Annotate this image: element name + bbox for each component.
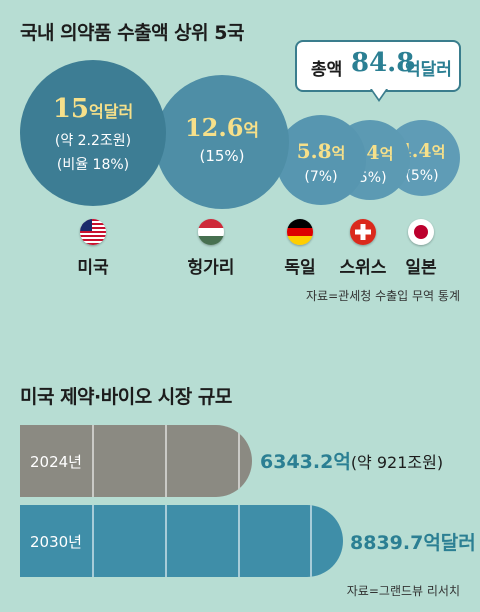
bubble-germany-share: (7%) [304,169,338,185]
country-label-switzerland: 스위스 [339,258,387,278]
country-label-hungary: 헝가리 [187,258,235,278]
country-label-japan: 일본 [405,258,437,278]
total-callout-label: 총액 [311,60,343,80]
country-label-germany: 독일 [284,258,316,278]
bar-2024-year: 2024년 [30,453,82,471]
bar-2030-divider [165,505,167,577]
chart2-source: 자료=그랜드뷰 리서치 [346,584,460,598]
bar-2030-divider [310,505,312,577]
bubble-hungary-value: 12.6 [184,113,244,142]
bubble-hungary: 12.6억 (15%) [155,75,289,209]
bubble-germany-value: 5.8 [296,139,332,163]
us-flag-icon [80,219,106,245]
bar-2024-divider [238,425,240,497]
bubble-japan-unit: 억 [431,143,446,161]
bubble-japan-share: (5%) [405,168,439,184]
bubble-hungary-share: (15%) [199,147,245,165]
total-callout-unit: 억달러 [405,60,452,80]
hungary-flag-icon [198,219,224,245]
bar-2030: 2030년 [20,505,343,577]
callout-tail-inner [372,89,386,99]
bar-2024-label: 6343.2억(약 921조원) [260,447,443,474]
japan-flag-icon [408,219,434,245]
bar-2030-value: 8839.7억달러 [350,532,476,554]
bar-2024-note: (약 921조원) [350,453,444,472]
chart1-source: 자료=관세청 수출입 무역 통계 [306,289,460,303]
bubble-usa-value: 15 [52,94,89,124]
switzerland-flag-icon [350,219,376,245]
bubble-germany-unit: 억 [331,144,346,162]
bubble-hungary-unit: 억 [243,121,260,141]
bubble-usa-unit: 억달러 [89,102,134,121]
bar-2024-value: 6343.2억 [260,451,351,473]
total-callout: 총액 84.8 억달러 [295,40,461,92]
bar-2030-divider [238,505,240,577]
bubble-usa-sub1: (약 2.2조원) [54,133,132,149]
chart1-title: 국내 의약품 수출액 상위 5국 [20,22,244,44]
chart2-title: 미국 제약·바이오 시장 규모 [20,386,232,408]
bar-2024-divider [165,425,167,497]
bubble-usa-sub2: (비율 18%) [56,157,130,173]
total-callout-value: 84.8 [351,48,415,78]
bar-2024: 2024년 [20,425,252,497]
country-label-usa: 미국 [77,258,109,278]
bar-2030-divider [92,505,94,577]
bar-2024-divider [92,425,94,497]
bar-2030-label: 8839.7억달러 [350,528,476,555]
bubble-switzerland-unit: 억 [379,145,394,163]
germany-flag-icon [287,219,313,245]
bubble-usa: 15억달러 (약 2.2조원) (비율 18%) [20,60,166,206]
bubble-germany: 5.8억 (7%) [276,115,366,205]
bar-2030-year: 2030년 [30,533,82,551]
